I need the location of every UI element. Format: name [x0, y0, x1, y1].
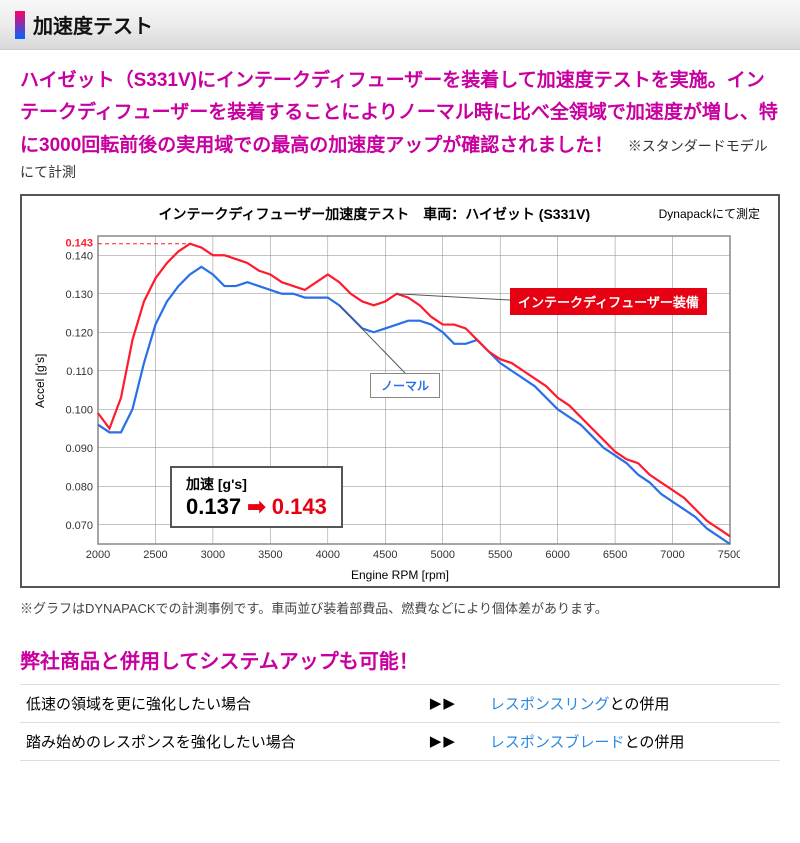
callout-new-value: 0.143	[272, 494, 327, 519]
arrow-icon: ➡	[247, 494, 265, 519]
combo-link-cell: レスポンスリングとの併用	[484, 684, 780, 722]
svg-text:5000: 5000	[430, 549, 454, 561]
svg-text:3000: 3000	[201, 549, 225, 561]
y-axis-label: Accel [g's]	[33, 388, 47, 408]
svg-text:0.090: 0.090	[65, 443, 93, 455]
chart-title: インテークディフューザー加速度テスト 車両：ハイゼット (S331V)	[90, 204, 659, 224]
callout-box: 加速 [g's] 0.137 ➡ 0.143	[170, 466, 343, 528]
svg-text:7500: 7500	[718, 549, 740, 561]
callout-title: 加速 [g's]	[186, 474, 327, 494]
accent-bar	[15, 11, 25, 39]
svg-text:0.070: 0.070	[65, 520, 93, 532]
y-label-wrap: Accel [g's]	[30, 228, 50, 568]
svg-text:7000: 7000	[660, 549, 684, 561]
plot-area: 2000 2500 3000 3500 4000 4500 5000 5500 6000 6500…	[50, 228, 770, 568]
section-header: 加速度テスト	[0, 0, 800, 50]
svg-text:0.110: 0.110	[66, 366, 93, 378]
svg-text:2500: 2500	[143, 549, 167, 561]
svg-text:0.143: 0.143	[65, 238, 93, 250]
legend-equipped: インテークディフューザー装備	[510, 288, 707, 315]
content-area: ハイゼット（S331V)にインテークディフューザーを装着して加速度テストを実施。…	[0, 50, 800, 776]
combo-link-cell: レスポンスブレードとの併用	[484, 722, 780, 760]
dynapack-note: Dynapackにて測定	[659, 205, 760, 222]
arrow-icon: ▶▶	[424, 684, 484, 722]
chart-svg: 2000 2500 3000 3500 4000 4500 5000 5500 6000 6500…	[50, 228, 740, 568]
legend-normal: ノーマル	[370, 373, 440, 398]
svg-text:0.080: 0.080	[65, 481, 93, 493]
intro-paragraph: ハイゼット（S331V)にインテークディフューザーを装着して加速度テストを実施。…	[20, 65, 780, 182]
table-row: 踏み始めのレスポンスを強化したい場合▶▶レスポンスブレードとの併用	[20, 722, 780, 760]
svg-text:0.100: 0.100	[65, 404, 93, 416]
svg-text:5500: 5500	[488, 549, 512, 561]
combo-link[interactable]: レスポンスリング	[490, 696, 610, 713]
combo-table: 低速の領域を更に強化したい場合▶▶レスポンスリングとの併用踏み始めのレスポンスを…	[20, 684, 780, 761]
callout-old-value: 0.137	[186, 494, 241, 519]
x-axis-label: Engine RPM [rpm]	[30, 568, 770, 582]
combo-suffix: との併用	[625, 734, 685, 751]
combo-label: 踏み始めのレスポンスを強化したい場合	[20, 722, 424, 760]
table-row: 低速の領域を更に強化したい場合▶▶レスポンスリングとの併用	[20, 684, 780, 722]
svg-text:6500: 6500	[603, 549, 627, 561]
svg-text:4000: 4000	[316, 549, 340, 561]
chart-title-row: インテークディフューザー加速度テスト 車両：ハイゼット (S331V) Dyna…	[30, 204, 770, 228]
callout-values: 0.137 ➡ 0.143	[186, 494, 327, 520]
svg-text:0.130: 0.130	[65, 289, 93, 301]
svg-text:2000: 2000	[86, 549, 110, 561]
section-title: 加速度テスト	[33, 10, 153, 39]
combo-link[interactable]: レスポンスブレード	[490, 734, 625, 751]
svg-text:6000: 6000	[545, 549, 569, 561]
arrow-icon: ▶▶	[424, 722, 484, 760]
subsection-title: 弊社商品と併用してシステムアップも可能！	[20, 645, 780, 674]
svg-text:0.120: 0.120	[65, 327, 93, 339]
chart-footer-note: ※グラフはDYNAPACKでの計測事例です。車両並び装着部費品、燃費などにより個…	[20, 598, 780, 617]
combo-suffix: との併用	[610, 696, 670, 713]
combo-label: 低速の領域を更に強化したい場合	[20, 684, 424, 722]
plot-wrap: Accel [g's] 2000 2500 3000 3500 4000 4500 5000…	[30, 228, 770, 568]
chart-container: インテークディフューザー加速度テスト 車両：ハイゼット (S331V) Dyna…	[20, 194, 780, 588]
svg-text:3500: 3500	[258, 549, 282, 561]
svg-text:4500: 4500	[373, 549, 397, 561]
svg-text:0.140: 0.140	[65, 250, 93, 262]
